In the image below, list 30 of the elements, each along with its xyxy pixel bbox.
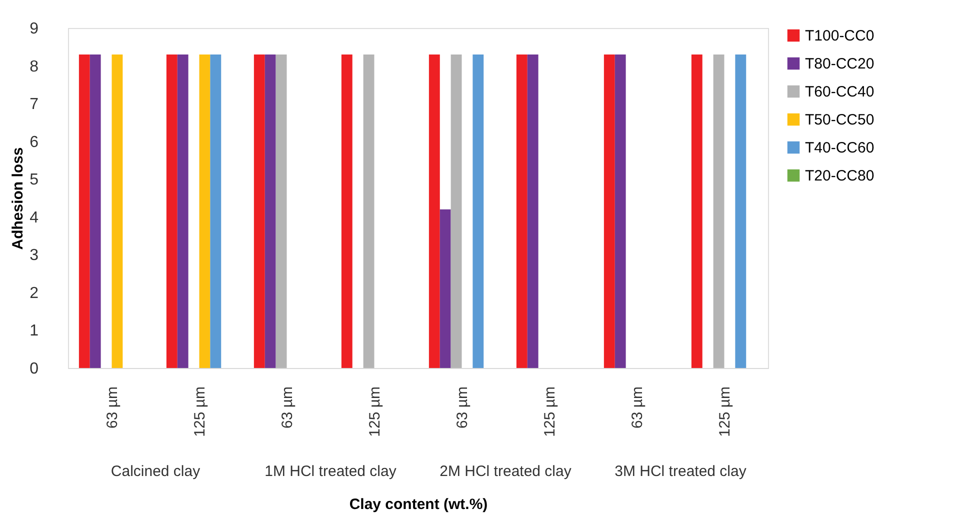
x-tick-label: 125 µm xyxy=(191,386,208,437)
x-tick-label: 125 µm xyxy=(541,386,558,437)
x-tick-label: 63 µm xyxy=(104,386,121,428)
y-tick-label: 4 xyxy=(30,209,39,226)
y-tick-label: 3 xyxy=(30,247,39,264)
y-tick-label: 2 xyxy=(30,284,39,302)
legend-label: T100-CC0 xyxy=(805,28,874,44)
x-tick-label: 63 µm xyxy=(454,386,471,428)
x-tick-label: 125 µm xyxy=(366,386,384,437)
text: 3M HCl treated clay xyxy=(614,463,747,480)
y-tick-label: 7 xyxy=(30,96,39,114)
y-tick-label: 5 xyxy=(30,172,39,189)
legend-label: T20-CC80 xyxy=(805,168,874,184)
legend-label: T80-CC20 xyxy=(805,56,874,72)
legend-label: T40-CC60 xyxy=(805,140,874,156)
legend-label: T50-CC50 xyxy=(805,112,874,128)
legend-label: T60-CC40 xyxy=(805,84,874,100)
x-tick-label: 125 µm xyxy=(716,386,734,437)
y-tick-label: 9 xyxy=(30,20,39,38)
x-tick-label: 63 µm xyxy=(278,386,296,428)
text: 2M HCl treated clay xyxy=(440,463,572,480)
y-tick-label: 8 xyxy=(30,58,39,76)
text: 1M HCl treated clay xyxy=(264,463,397,480)
y-tick-label: 6 xyxy=(30,134,39,151)
y-axis-title: Adhesion loss xyxy=(10,147,27,250)
text: Calcined clay xyxy=(110,463,201,480)
y-tick-label: 1 xyxy=(30,322,39,340)
x-tick-label: 63 µm xyxy=(628,386,646,428)
x-axis-title: Clay content (wt.%) xyxy=(349,496,488,513)
y-tick-label: 0 xyxy=(30,360,39,378)
